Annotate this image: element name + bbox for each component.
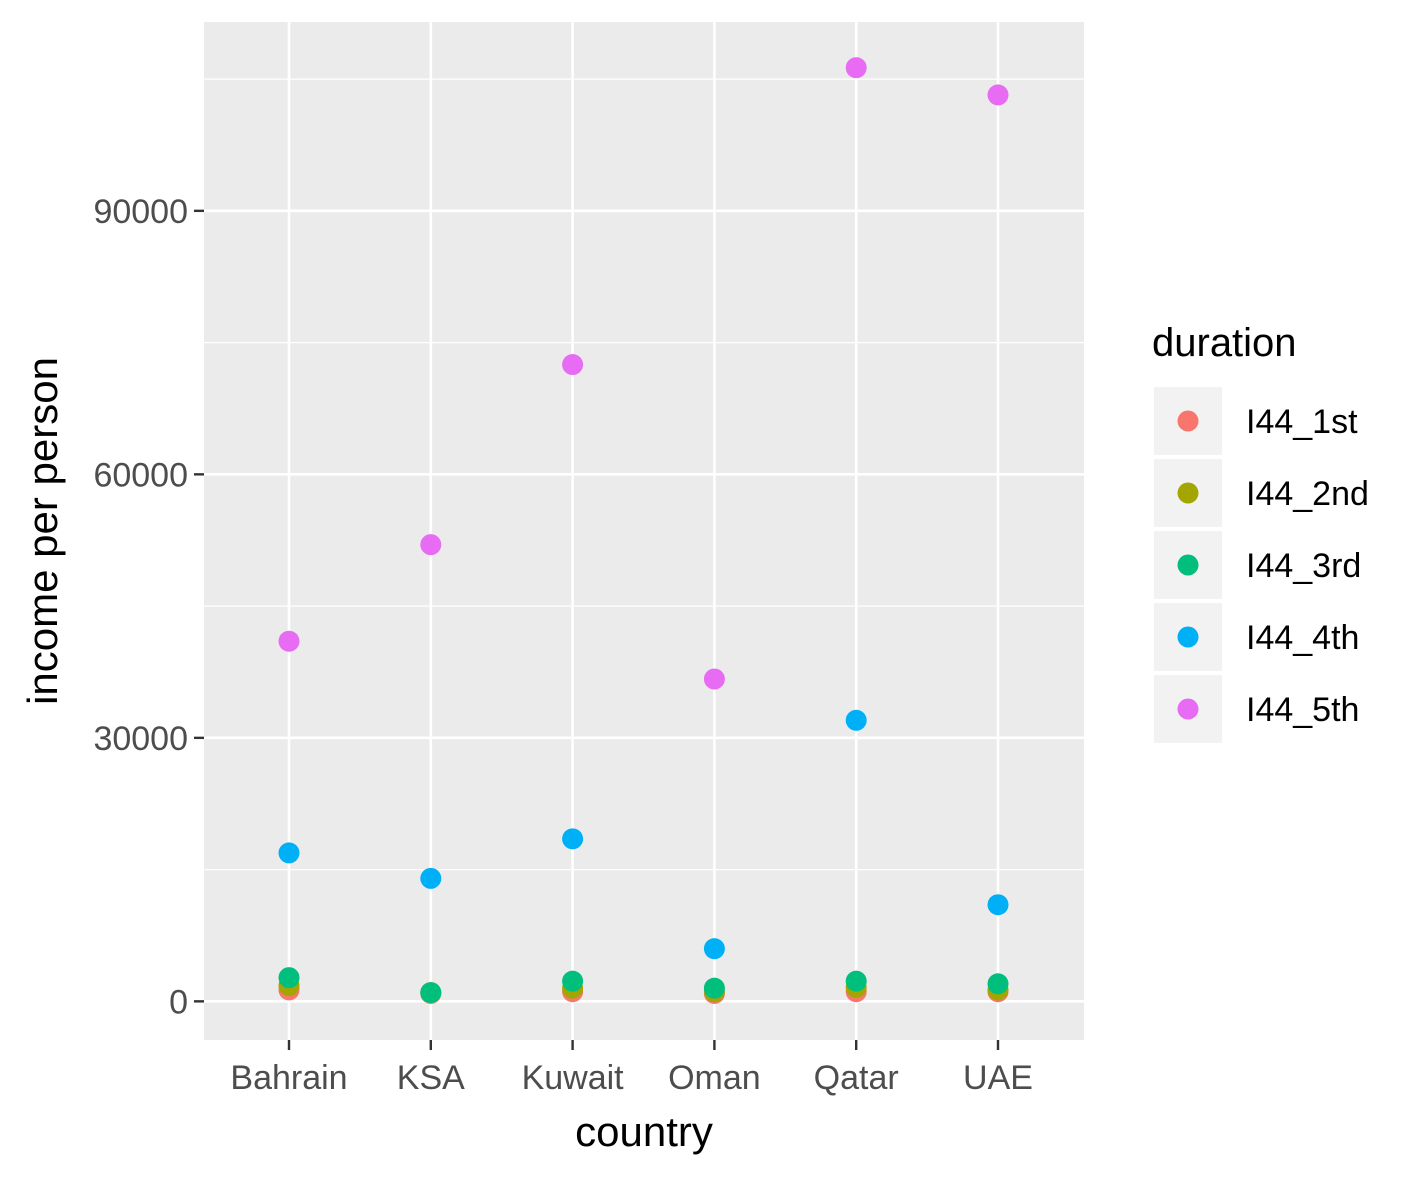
- data-point: [703, 938, 725, 960]
- data-point: [562, 970, 584, 992]
- data-point: [420, 982, 442, 1004]
- data-point: [987, 894, 1009, 916]
- legend-label: I44_3rd: [1246, 547, 1361, 585]
- y-tick-label: 0: [169, 983, 188, 1021]
- data-points: [278, 57, 1009, 1004]
- legend-label: I44_1st: [1246, 403, 1358, 441]
- legend-marker: [1177, 482, 1199, 504]
- data-point: [845, 970, 867, 992]
- x-axis-title: country: [575, 1108, 713, 1155]
- data-point: [845, 709, 867, 731]
- data-point: [420, 867, 442, 889]
- y-tick-label: 30000: [93, 720, 188, 758]
- legend-marker: [1177, 410, 1199, 432]
- legend-marker: [1177, 626, 1199, 648]
- data-point: [703, 668, 725, 690]
- x-tick-label: Qatar: [814, 1059, 899, 1097]
- data-point: [703, 977, 725, 999]
- data-point: [987, 84, 1009, 106]
- x-tick-label: Bahrain: [230, 1059, 347, 1097]
- x-tick-label: KSA: [397, 1059, 465, 1097]
- y-tick-label: 60000: [93, 456, 188, 494]
- data-point: [987, 973, 1009, 995]
- major-gridlines: [204, 22, 1084, 1040]
- legend-items: I44_1st I44_2nd I44_3rd I44_4th I44_5th: [1154, 387, 1369, 743]
- legend-label: I44_4th: [1246, 619, 1359, 657]
- data-point: [845, 57, 867, 79]
- data-point: [278, 967, 300, 989]
- legend-label: I44_2nd: [1246, 475, 1369, 513]
- data-point: [562, 354, 584, 376]
- legend-title: duration: [1152, 321, 1297, 365]
- x-tick-label: Kuwait: [522, 1059, 625, 1097]
- legend-marker: [1177, 554, 1199, 576]
- y-axis: 0 30000 60000 90000: [93, 193, 204, 1021]
- y-axis-title: income per person: [19, 357, 66, 705]
- legend-marker: [1177, 698, 1199, 720]
- data-point: [278, 630, 300, 652]
- data-point: [278, 842, 300, 864]
- data-point: [562, 828, 584, 850]
- data-point: [420, 534, 442, 556]
- x-tick-label: Oman: [668, 1059, 761, 1097]
- x-tick-label: UAE: [963, 1059, 1033, 1097]
- legend: duration I44_1stI44_2ndI44_3rdI44_4thI44…: [1152, 321, 1369, 743]
- panel-background: [204, 22, 1084, 1040]
- legend-label: I44_5th: [1246, 691, 1359, 729]
- x-axis: Bahrain KSA Kuwait Oman Qatar UAE: [230, 1040, 1033, 1097]
- y-tick-label: 90000: [93, 193, 188, 231]
- minor-gridlines: [204, 78, 1084, 871]
